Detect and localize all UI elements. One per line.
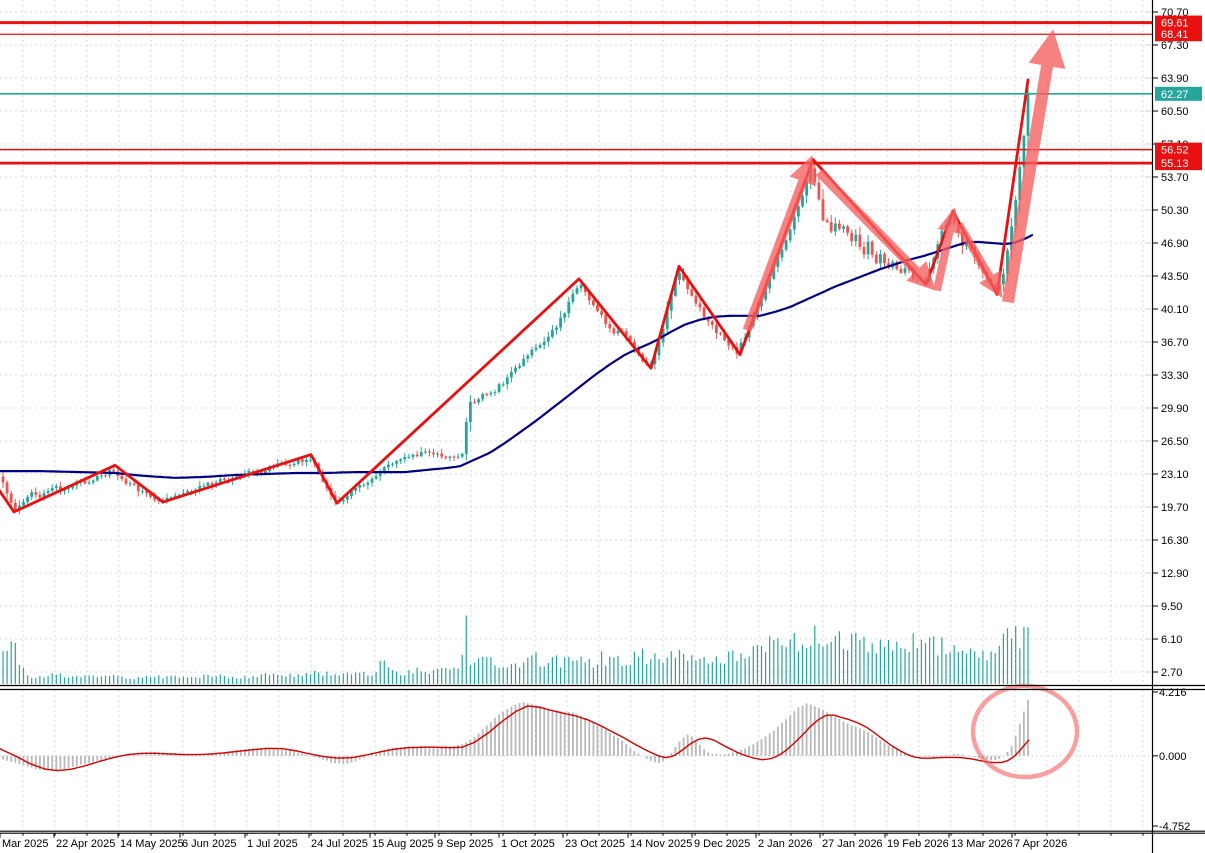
zigzag-trendline[interactable] [0, 78, 1030, 514]
date-tick-label: 2 Jan 2026 [758, 838, 812, 850]
date-tick-label: 13 Mar 2026 [951, 838, 1013, 850]
volume-layer [2, 615, 1029, 684]
macd-tick-label: 0.000 [1159, 751, 1187, 763]
price-tick-label: 26.50 [1161, 436, 1189, 448]
date-tick-label: 9 Sep 2025 [437, 838, 493, 850]
trend-arrow-4[interactable] [955, 222, 1003, 299]
date-tick-label: 22 Apr 2025 [56, 838, 115, 850]
price-tick-label: 33.30 [1161, 370, 1189, 382]
date-tick-label: 15 Aug 2025 [372, 838, 434, 850]
price-tick-label: 40.10 [1161, 304, 1189, 316]
price-level-badge-62.27 [1155, 86, 1202, 101]
price-level-badge-text: 69.61 [1161, 18, 1189, 30]
price-tick-label: 16.30 [1161, 535, 1189, 547]
date-tick-label: 14 May 2025 [120, 838, 184, 850]
price-level-badge-69.61 [1155, 15, 1202, 30]
trend-arrow-5[interactable] [1002, 29, 1066, 304]
trend-arrow-2[interactable] [815, 168, 936, 291]
price-level-badge-text: 55.13 [1161, 158, 1189, 170]
moving-average-line[interactable] [0, 234, 1034, 479]
price-tick-label: 12.90 [1161, 568, 1189, 580]
date-tick-label: 1 Oct 2025 [501, 838, 555, 850]
price-tick-label: 67.30 [1161, 40, 1189, 52]
date-tick-label: 27 Jan 2026 [822, 838, 883, 850]
date-tick-label: 7 Apr 2026 [1014, 838, 1067, 850]
date-tick-label: 24 Jul 2025 [311, 838, 368, 850]
price-tick-label: 43.50 [1161, 271, 1189, 283]
price-tick-label: 9.50 [1161, 601, 1182, 613]
price-tick-label: 63.90 [1161, 73, 1189, 85]
trend-arrow-1[interactable] [742, 155, 816, 332]
price-level-badge-55.13 [1155, 156, 1202, 171]
macd-tick-label: -4.752 [1159, 821, 1190, 833]
date-tick-label: 14 Nov 2025 [630, 838, 692, 850]
price-tick-label: 2.70 [1161, 667, 1182, 679]
price-tick-label: 6.10 [1161, 634, 1182, 646]
date-tick-label: Mar 2025 [2, 838, 48, 850]
date-tick-label: 9 Dec 2025 [694, 838, 750, 850]
macd-histogram-layer [2, 699, 1029, 771]
price-tick-label: 53.70 [1161, 172, 1189, 184]
price-level-badge-56.52 [1155, 142, 1202, 157]
price-level-badge-text: 62.27 [1161, 89, 1189, 101]
date-tick-label: 1 Jul 2025 [247, 838, 298, 850]
price-level-badge-text: 56.52 [1161, 145, 1189, 157]
macd-axis[interactable]: 4.216 0.000 -4.752 [1152, 687, 1191, 833]
price-level-lines[interactable] [0, 21, 1153, 165]
price-tick-label: 23.10 [1161, 469, 1189, 481]
date-tick-label: 23 Oct 2025 [565, 838, 625, 850]
price-tick-label: 46.90 [1161, 238, 1189, 250]
price-tick-label: 29.90 [1161, 403, 1189, 415]
price-tick-label: 36.70 [1161, 337, 1189, 349]
trend-arrow-3[interactable] [933, 207, 962, 292]
price-tick-label: 50.30 [1161, 205, 1189, 217]
price-tick-label: 60.50 [1161, 106, 1189, 118]
grid-layer [0, 0, 1150, 830]
annotation-arrows[interactable] [742, 29, 1066, 332]
price-tick-label: 19.70 [1161, 502, 1189, 514]
price-level-badge-68.41 [1155, 27, 1202, 42]
date-tick-label: 19 Feb 2026 [887, 838, 949, 850]
macd-tick-label: 4.216 [1159, 687, 1187, 699]
macd-signal-line [0, 705, 1030, 772]
price-level-badge-text: 68.41 [1161, 29, 1189, 41]
date-tick-label: 6 Jun 2025 [182, 838, 236, 850]
